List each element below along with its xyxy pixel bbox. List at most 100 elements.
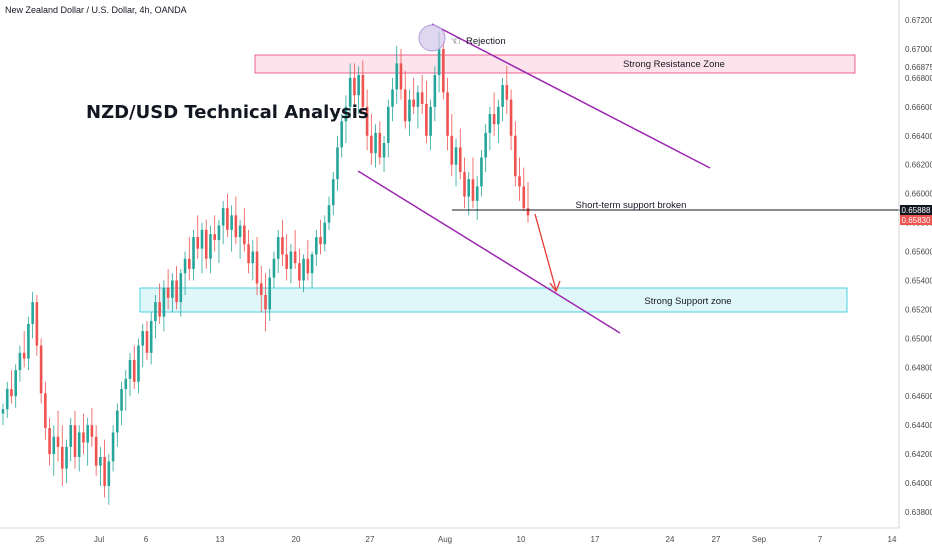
candle-body	[251, 251, 255, 264]
candle-body	[204, 229, 208, 259]
candle-body	[344, 106, 348, 122]
x-tick-label: 25	[36, 535, 45, 544]
candle-body	[526, 208, 530, 216]
y-tick-label: 0.67200	[905, 16, 932, 25]
y-tick-label: 0.66200	[905, 161, 932, 170]
candle-body	[348, 77, 352, 107]
y-tick-label: 0.65200	[905, 305, 932, 314]
candle-body	[306, 258, 310, 274]
x-tick-label: 27	[712, 535, 721, 544]
candle-body	[285, 254, 288, 269]
candle-body	[209, 234, 212, 259]
support-zone-label: Strong Support zone	[644, 296, 731, 307]
candle-body	[310, 254, 314, 274]
x-tick-label: 17	[591, 535, 600, 544]
candle-body	[196, 237, 200, 249]
x-tick-label: 20	[292, 535, 301, 544]
candle-body	[166, 287, 170, 298]
candle-body	[501, 85, 504, 107]
candle-body	[382, 143, 386, 158]
rejection-label: Rejection	[466, 36, 506, 47]
candle-body	[336, 147, 339, 180]
candle-body	[39, 345, 43, 394]
x-tick-label: 27	[366, 535, 375, 544]
candle-body	[77, 432, 81, 458]
candle-body	[200, 229, 204, 249]
candle-body	[403, 89, 407, 122]
candle-body	[416, 92, 420, 107]
rejection-circle	[418, 24, 446, 52]
x-tick-label: Sep	[752, 535, 767, 544]
candle-body	[268, 277, 272, 310]
candle-body	[94, 436, 98, 466]
candle-body	[484, 132, 487, 158]
x-tick-label: 13	[216, 535, 225, 544]
candle-body	[120, 389, 123, 411]
candle-body	[264, 294, 267, 310]
candle-body	[429, 106, 432, 136]
candle-body	[505, 85, 509, 100]
candle-body	[128, 360, 132, 379]
candle-body	[458, 147, 462, 172]
candle-body	[221, 208, 225, 226]
candle-body	[234, 215, 238, 238]
y-tick-label: 0.66000	[905, 190, 932, 199]
time-axis[interactable]: 25 Jul 6 13 20 27 Aug 10 17 24 27 Sep 7 14	[36, 535, 897, 544]
candle-body	[433, 74, 437, 107]
candle-body	[48, 428, 51, 455]
candle-body	[442, 48, 445, 93]
channel-upper-line	[431, 23, 711, 169]
candle-body	[475, 186, 479, 201]
candle-body	[454, 147, 458, 165]
candle-body	[463, 171, 466, 197]
candle-body	[116, 410, 119, 433]
candle-body	[255, 251, 259, 284]
candle-body	[450, 135, 454, 165]
candle-body	[509, 99, 513, 136]
candle-body	[293, 251, 297, 264]
y-tick-label: 0.66400	[905, 132, 932, 141]
candle-body	[467, 179, 471, 197]
y-tick-label: 0.66875	[905, 63, 932, 72]
candle-body	[327, 205, 331, 223]
x-tick-label: 7	[818, 535, 823, 544]
candle-body	[437, 48, 441, 75]
rejection-hand-icon: ☜	[450, 34, 461, 48]
x-tick-label: 10	[517, 535, 526, 544]
resistance-zone	[254, 54, 856, 74]
candle-body	[192, 237, 195, 269]
candle-body	[522, 186, 526, 209]
candle-body	[69, 425, 73, 447]
candle-body	[137, 345, 140, 382]
y-tick-label: 0.65400	[905, 276, 932, 285]
candle-body	[230, 215, 233, 230]
candle-body	[513, 135, 517, 177]
candle-body	[217, 225, 221, 240]
candle-body	[395, 63, 399, 90]
y-tick-label: 0.67000	[905, 45, 932, 54]
y-tick-label: 0.64800	[905, 363, 932, 372]
candle-body	[374, 132, 377, 154]
price-label-bg-2	[900, 215, 932, 225]
candle-body	[10, 389, 13, 397]
candles-series	[1, 31, 530, 505]
candle-body	[276, 237, 280, 259]
candle-body	[1, 409, 5, 414]
candle-body	[187, 258, 191, 269]
candle-body	[353, 77, 356, 96]
candle-body	[386, 106, 390, 143]
candle-body	[145, 331, 149, 353]
candle-body	[323, 222, 327, 245]
candle-body	[213, 234, 216, 240]
candle-body	[14, 370, 18, 397]
support-broken-label: Short-term support broken	[576, 200, 687, 211]
candle-body	[281, 237, 284, 255]
candle-body	[238, 225, 242, 238]
candle-body	[31, 302, 34, 324]
candle-body	[35, 302, 39, 346]
candle-body	[141, 331, 145, 346]
candle-body	[357, 74, 360, 96]
candle-body	[82, 432, 85, 443]
